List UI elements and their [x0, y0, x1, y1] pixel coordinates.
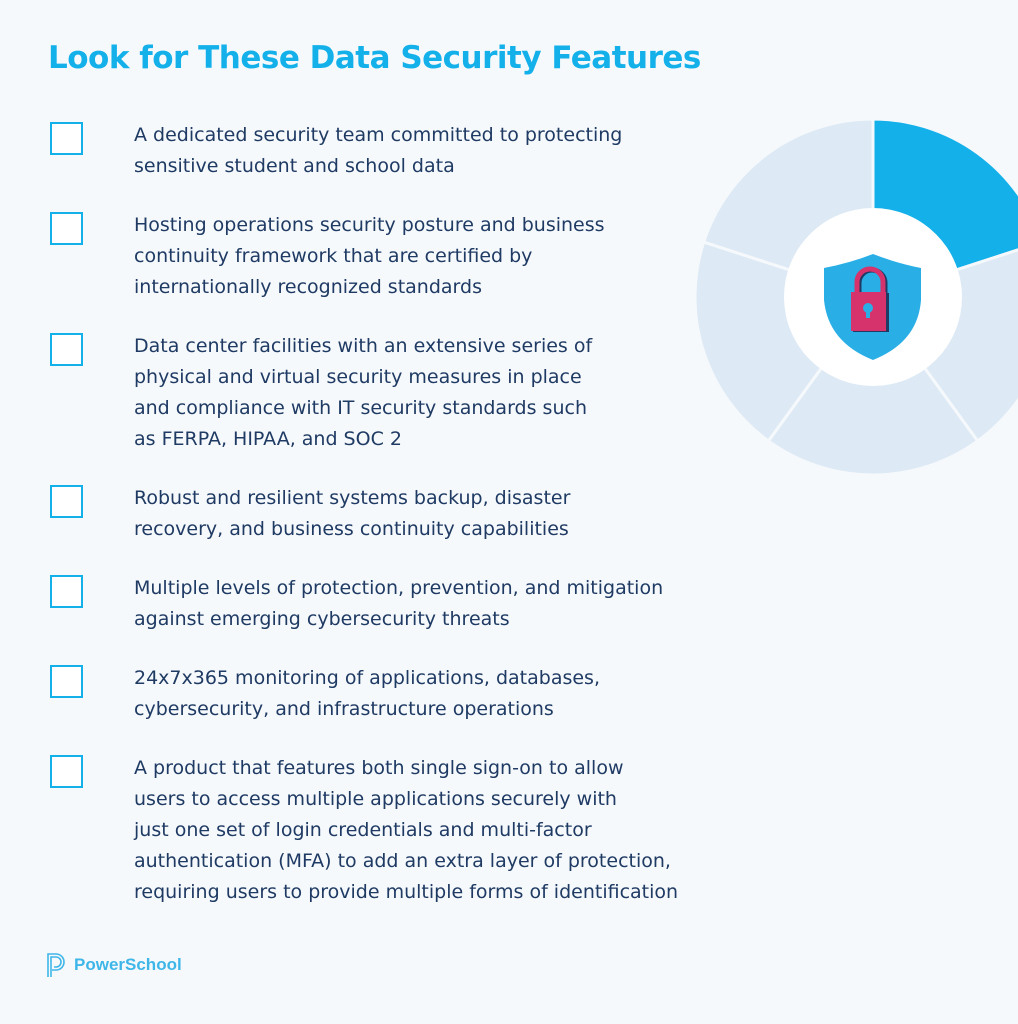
checkbox[interactable]	[50, 755, 83, 788]
checklist-item: A dedicated security team committed to p…	[50, 120, 690, 182]
text-line: sensitive student and school data	[134, 155, 455, 177]
checklist-item: Data center facilities with an extensive…	[50, 331, 690, 455]
text-line: continuity framework that are certified …	[134, 245, 533, 267]
text-line: and compliance with IT security standard…	[134, 397, 587, 419]
checklist-item-text: Data center facilities with an extensive…	[134, 331, 592, 455]
text-line: Data center facilities with an extensive…	[134, 335, 593, 357]
text-line: Multiple levels of protection, preventio…	[134, 577, 664, 599]
text-line: A product that features both single sign…	[134, 757, 624, 779]
checklist-item: 24x7x365 monitoring of applications, dat…	[50, 663, 690, 725]
text-line: cybersecurity, and infrastructure operat…	[134, 698, 554, 720]
text-line: A dedicated security team committed to p…	[134, 124, 623, 146]
checklist-item: A product that features both single sign…	[50, 753, 690, 908]
text-line: Hosting operations security posture and …	[134, 214, 605, 236]
checklist-item-text: A product that features both single sign…	[134, 753, 678, 908]
checkbox[interactable]	[50, 485, 83, 518]
checklist-item-text: A dedicated security team committed to p…	[134, 120, 622, 182]
text-line: 24x7x365 monitoring of applications, dat…	[134, 667, 600, 689]
powerschool-logo: PowerSchool	[46, 952, 182, 978]
security-donut-graphic	[693, 117, 1018, 477]
text-line: authentication (MFA) to add an extra lay…	[134, 850, 671, 872]
text-line: internationally recognized standards	[134, 276, 482, 298]
feature-checklist: A dedicated security team committed to p…	[50, 120, 690, 936]
checkbox[interactable]	[50, 122, 83, 155]
text-line: just one set of login credentials and mu…	[134, 819, 592, 841]
text-line: users to access multiple applications se…	[134, 788, 617, 810]
logo-text: PowerSchool	[74, 955, 182, 974]
checkbox[interactable]	[50, 333, 83, 366]
powerschool-p-icon	[47, 953, 65, 977]
shield-lock-icon	[824, 254, 921, 360]
text-line: Robust and resilient systems backup, dis…	[134, 487, 571, 509]
checkbox[interactable]	[50, 665, 83, 698]
checklist-item: Multiple levels of protection, preventio…	[50, 573, 690, 635]
checklist-item-text: Robust and resilient systems backup, dis…	[134, 483, 570, 545]
text-line: against emerging cybersecurity threats	[134, 608, 510, 630]
checklist-item: Robust and resilient systems backup, dis…	[50, 483, 690, 545]
checklist-item-text: Multiple levels of protection, preventio…	[134, 573, 663, 635]
text-line: as FERPA, HIPAA, and SOC 2	[134, 428, 402, 450]
checklist-item-text: 24x7x365 monitoring of applications, dat…	[134, 663, 600, 725]
text-line: requiring users to provide multiple form…	[134, 881, 679, 903]
text-line: physical and virtual security measures i…	[134, 366, 582, 388]
text-line: recovery, and business continuity capabi…	[134, 518, 569, 540]
checkbox[interactable]	[50, 575, 83, 608]
page-title: Look for These Data Security Features	[48, 40, 701, 76]
checklist-item-text: Hosting operations security posture and …	[134, 210, 605, 303]
checklist-item: Hosting operations security posture and …	[50, 210, 690, 303]
checkbox[interactable]	[50, 212, 83, 245]
